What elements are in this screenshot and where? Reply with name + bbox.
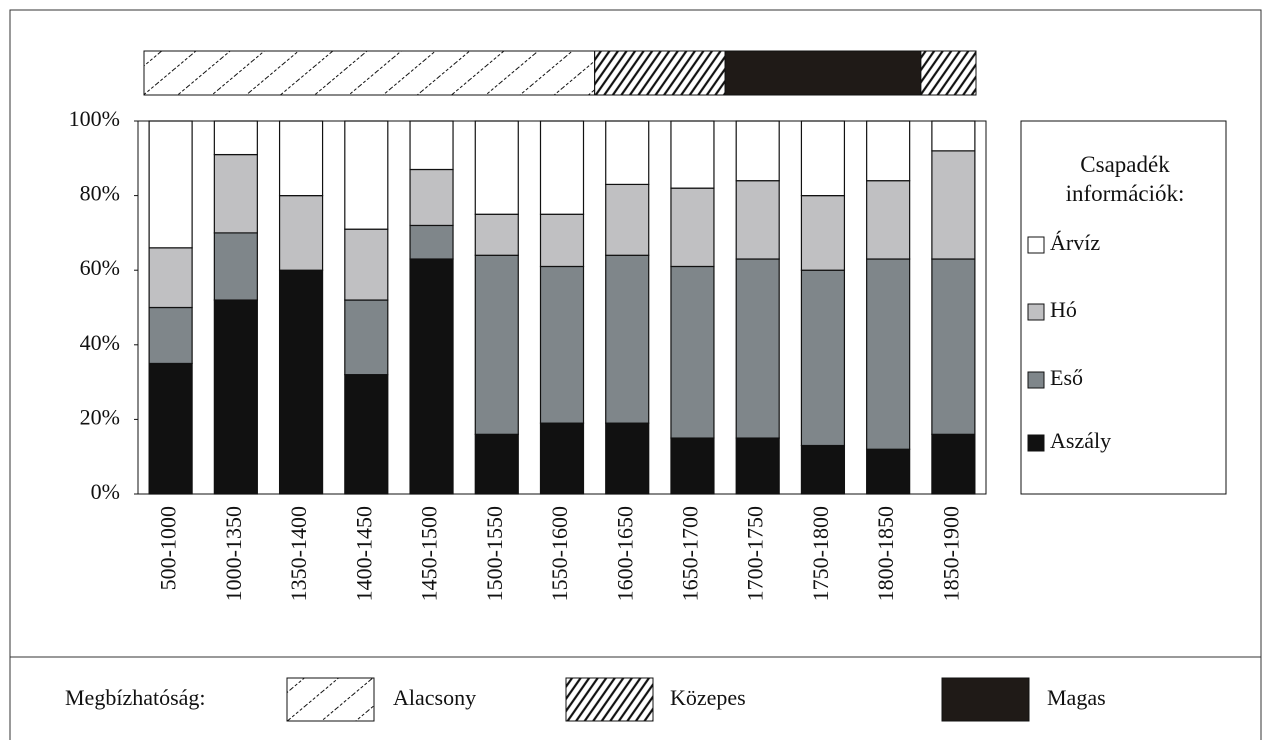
- bar-segment: [735, 258, 780, 439]
- bar-segment: [800, 444, 846, 495]
- bar-segment: [866, 120, 911, 182]
- bar-segment: [735, 437, 780, 495]
- bar-segment: [670, 187, 715, 268]
- bar-segment: [670, 437, 715, 495]
- legend-label: Hó: [1050, 297, 1077, 322]
- bar-segment: [539, 213, 585, 268]
- bar-segment: [344, 374, 389, 495]
- bar-segment: [931, 258, 976, 435]
- bar-segment: [866, 448, 911, 495]
- bar-segment: [605, 120, 650, 186]
- bar-segment: [539, 120, 585, 215]
- x-tick-label: 1700-1750: [743, 506, 768, 601]
- bar-segment: [344, 299, 389, 376]
- bar-segment: [605, 422, 650, 495]
- bar-segment: [278, 195, 324, 271]
- x-tick-label: 500-1000: [156, 506, 181, 590]
- x-tick-label: 1600-1650: [612, 506, 637, 601]
- bar-segment: [474, 213, 519, 256]
- legend-swatch: [1027, 371, 1045, 389]
- bar-segment: [409, 168, 454, 227]
- legend-swatch: [1027, 236, 1045, 254]
- x-tick-label: 1650-1700: [678, 506, 703, 601]
- bar-segment: [148, 362, 193, 495]
- reliability-level: Alacsony: [393, 685, 476, 710]
- bar-segment: [148, 120, 193, 249]
- x-tick-label: 1350-1400: [286, 506, 311, 601]
- reliability-level: Közepes: [670, 685, 746, 710]
- bar-segment: [474, 433, 519, 495]
- y-tick-label: 80%: [80, 181, 120, 206]
- reliability-swatch: [941, 677, 1030, 722]
- x-tick-label: 1550-1600: [547, 506, 572, 601]
- reliability-band: [594, 50, 726, 96]
- bar-segment: [278, 120, 324, 197]
- bar-segment: [931, 150, 976, 260]
- bar-segment: [800, 269, 846, 447]
- bar-segment: [605, 254, 650, 424]
- frame: [9, 9, 1262, 740]
- reliability-band: [724, 50, 922, 96]
- x-tick-label: 1850-1900: [938, 506, 963, 601]
- bar-segment: [409, 120, 454, 171]
- bar-segment: [474, 120, 519, 215]
- x-tick-label: 1800-1850: [873, 506, 898, 601]
- y-tick-label: 20%: [80, 404, 120, 429]
- y-tick-label: 0%: [91, 479, 120, 504]
- legend-label: Eső: [1050, 365, 1083, 390]
- bar-segment: [539, 265, 585, 424]
- bar-segment: [148, 247, 193, 309]
- bar-segment: [735, 180, 780, 260]
- bar-segment: [670, 265, 715, 439]
- bar-segment: [931, 120, 976, 152]
- reliability-label: Megbízhatóság:: [65, 685, 206, 710]
- bar-segment: [605, 183, 650, 256]
- bar-segment: [735, 120, 780, 182]
- legend-label: Aszály: [1050, 428, 1111, 453]
- x-tick-label: 1450-1500: [417, 506, 442, 601]
- legend-title: Csapadék információk:: [1065, 152, 1185, 206]
- reliability-level: Magas: [1047, 685, 1106, 710]
- bar-segment: [344, 120, 389, 230]
- bar-segment: [278, 269, 324, 495]
- x-tick-label: 1750-1800: [808, 506, 833, 601]
- bar-segment: [213, 299, 258, 495]
- bar-segment: [148, 306, 193, 365]
- legend-swatch: [1027, 303, 1045, 321]
- bar-segment: [866, 180, 911, 260]
- x-tick-label: 1000-1350: [221, 506, 246, 601]
- bar-segment: [344, 228, 389, 301]
- legend-label: Árvíz: [1050, 230, 1100, 255]
- x-tick-label: 1400-1450: [351, 506, 376, 601]
- bar-segment: [539, 422, 585, 495]
- bar-segment: [800, 195, 846, 271]
- y-tick-label: 40%: [80, 330, 120, 355]
- y-tick-label: 60%: [80, 255, 120, 280]
- bar-segment: [474, 254, 519, 435]
- bar-segment: [409, 258, 454, 495]
- bar-segment: [409, 224, 454, 260]
- reliability-band: [920, 50, 977, 96]
- bar-segment: [213, 232, 258, 301]
- bar-segment: [213, 153, 258, 234]
- legend-swatch: [1027, 434, 1045, 452]
- reliability-band: [143, 50, 596, 96]
- bar-segment: [800, 120, 846, 197]
- bar-segment: [670, 120, 715, 189]
- reliability-swatch: [286, 677, 375, 722]
- x-tick-label: 1500-1550: [482, 506, 507, 601]
- bar-segment: [931, 433, 976, 495]
- reliability-swatch: [565, 677, 654, 722]
- bar-segment: [213, 120, 258, 156]
- legend-box: [1020, 120, 1227, 495]
- y-tick-label: 100%: [69, 106, 120, 131]
- bar-segment: [866, 258, 911, 450]
